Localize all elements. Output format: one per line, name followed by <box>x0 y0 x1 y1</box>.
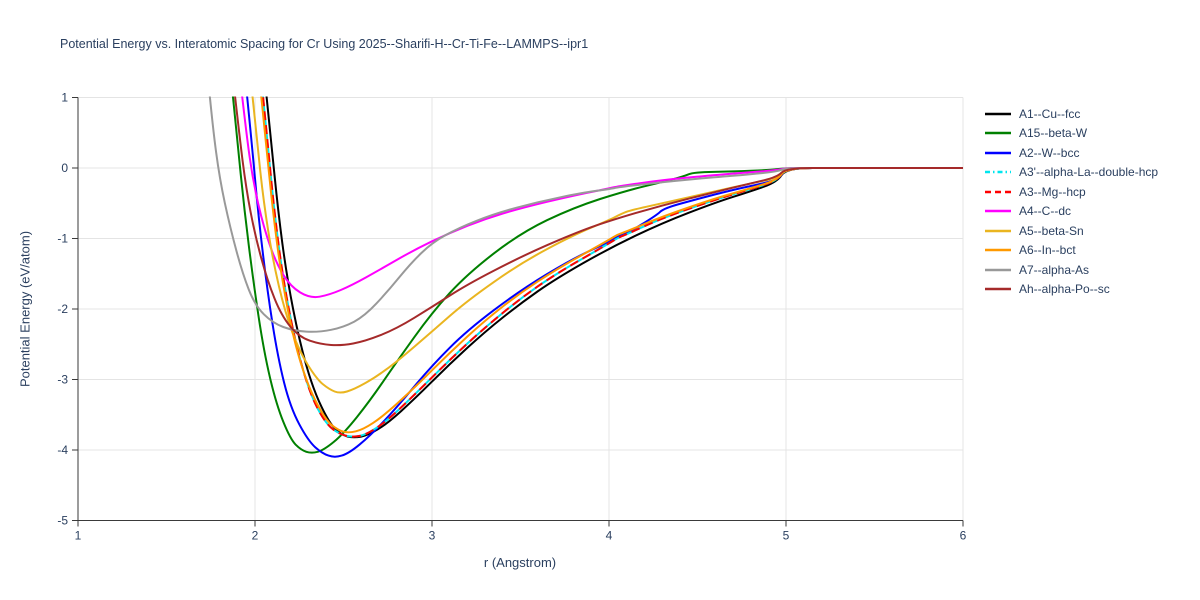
curve-A3--Mg--hcp <box>262 96 963 438</box>
legend-item[interactable]: A2--W--bcc <box>984 143 1158 163</box>
legend-line-swatch-icon <box>985 268 1011 271</box>
legend-line-swatch-icon <box>985 132 1011 135</box>
y-tick-label: -2 <box>57 302 68 316</box>
legend-line-swatch-icon <box>985 151 1011 154</box>
x-tick-label: 2 <box>252 529 259 543</box>
y-tick-label: -4 <box>57 443 68 457</box>
y-tick-label: -3 <box>57 373 68 387</box>
x-tick-label: 5 <box>783 529 790 543</box>
legend-line-swatch-icon <box>985 190 1011 193</box>
x-tick-label: 1 <box>75 529 82 543</box>
x-axis-title: r (Angstrom) <box>483 555 557 570</box>
legend-item[interactable]: A3'--alpha-La--double-hcp <box>984 163 1158 183</box>
legend-item[interactable]: A3--Mg--hcp <box>984 182 1158 202</box>
y-tick-label: 0 <box>61 161 68 175</box>
legend-label: A7--alpha-As <box>1019 262 1090 277</box>
legend-item[interactable]: A1--Cu--fcc <box>984 104 1158 124</box>
legend-item[interactable]: A4--C--dc <box>984 202 1158 222</box>
legend-line-swatch-icon <box>985 112 1011 115</box>
curve-A4--C--dc <box>241 96 963 299</box>
legend-item[interactable]: A7--alpha-As <box>984 260 1158 280</box>
gridlines <box>77 97 964 521</box>
y-tick-label: 1 <box>61 91 68 105</box>
legend-line-swatch-icon <box>985 210 1011 213</box>
legend-label: A3'--alpha-La--double-hcp <box>1019 165 1159 180</box>
legend-line-swatch-icon <box>985 249 1011 252</box>
curves <box>208 96 963 458</box>
legend-label: A5--beta-Sn <box>1019 223 1084 238</box>
legend-item[interactable]: A15--beta-W <box>984 124 1158 144</box>
legend-line-swatch-icon <box>985 171 1011 174</box>
y-tick-label: -1 <box>57 232 68 246</box>
curve-A15--beta-W <box>231 96 963 454</box>
curve-A3'--alpha-La--double-hcp <box>262 96 963 438</box>
legend-label: A2--W--bcc <box>1019 145 1080 160</box>
curve-Ah--alpha-Po--sc <box>234 96 963 347</box>
curve-A6--In--bct <box>260 96 963 434</box>
legend: A1--Cu--fcc A15--beta-W A2--W--bcc A3'--alp… <box>984 104 1158 299</box>
legend-line-swatch-icon <box>985 288 1011 291</box>
legend-item[interactable]: A5--beta-Sn <box>984 221 1158 241</box>
curve-A1--Cu--fcc <box>265 96 963 439</box>
legend-label: A15--beta-W <box>1019 126 1088 141</box>
legend-label: A1--Cu--fcc <box>1019 106 1081 121</box>
legend-label: A3--Mg--hcp <box>1019 184 1086 199</box>
curve-A7--alpha-As <box>208 96 963 333</box>
x-tick-label: 4 <box>606 529 613 543</box>
x-tick-label: 6 <box>960 529 967 543</box>
legend-item[interactable]: A6--In--bct <box>984 241 1158 261</box>
y-tick-label: -5 <box>57 514 68 528</box>
x-tick-label: 3 <box>429 529 436 543</box>
curve-A5--beta-Sn <box>251 96 963 394</box>
curve-A2--W--bcc <box>246 96 963 458</box>
legend-label: Ah--alpha-Po--sc <box>1019 282 1110 297</box>
legend-label: A4--C--dc <box>1019 204 1072 219</box>
axes: 1 2 3 4 5 6 1 0 -1 -2 -3 -4 -5 <box>57 91 966 543</box>
legend-label: A6--In--bct <box>1019 243 1076 258</box>
chart-title: Potential Energy vs. Interatomic Spacing… <box>60 37 589 51</box>
legend-item[interactable]: Ah--alpha-Po--sc <box>984 280 1158 300</box>
legend-line-swatch-icon <box>985 229 1011 232</box>
